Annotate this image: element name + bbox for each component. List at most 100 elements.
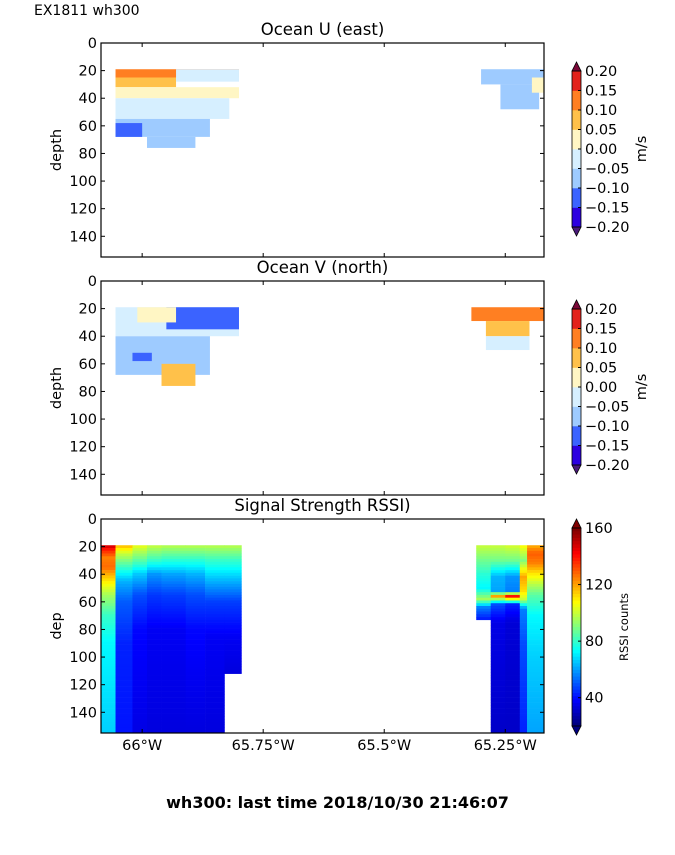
rssi-cell bbox=[101, 625, 116, 629]
colorbar-segment bbox=[572, 650, 581, 654]
rssi-cell bbox=[146, 713, 162, 717]
rssi-cell bbox=[505, 647, 521, 651]
rssi-cell bbox=[161, 603, 187, 607]
rssi-cell bbox=[490, 628, 506, 632]
rssi-cell bbox=[185, 600, 206, 604]
y-tick-label: 140 bbox=[69, 467, 97, 483]
rssi-cell bbox=[161, 727, 187, 731]
rssi-cell bbox=[505, 545, 521, 549]
colorbar-segment bbox=[572, 689, 581, 694]
rssi-cell bbox=[161, 683, 187, 687]
rssi-cell bbox=[115, 644, 133, 648]
rssi-cell bbox=[132, 666, 148, 670]
rssi-cell bbox=[161, 589, 187, 593]
rssi-cell bbox=[146, 652, 162, 656]
rssi-cell bbox=[505, 721, 521, 726]
rssi-cell bbox=[224, 617, 242, 621]
colorbar-segment bbox=[572, 71, 581, 91]
rssi-cell bbox=[146, 625, 162, 629]
rssi-cell bbox=[205, 581, 225, 585]
colorbar-tick-label: 120 bbox=[585, 578, 613, 594]
rssi-cell bbox=[527, 702, 545, 706]
rssi-cell bbox=[146, 564, 162, 568]
colorbar-segment bbox=[572, 636, 581, 641]
rssi-cell bbox=[519, 608, 528, 612]
rssi-cell bbox=[505, 705, 521, 709]
rssi-cell bbox=[205, 561, 225, 565]
colorbar-segment bbox=[572, 406, 581, 427]
rssi-cell bbox=[224, 556, 242, 560]
colorbar-segment bbox=[572, 584, 581, 588]
rssi-cell bbox=[185, 727, 206, 731]
rssi-cell bbox=[224, 592, 242, 596]
rssi-cell bbox=[132, 688, 148, 692]
rssi-cell bbox=[519, 680, 528, 684]
rssi-cell bbox=[146, 688, 162, 692]
rssi-cell bbox=[101, 561, 116, 565]
rssi-cell bbox=[115, 694, 133, 698]
rssi-cell bbox=[115, 597, 133, 601]
rssi-cell bbox=[115, 669, 133, 673]
colorbar-segment bbox=[572, 686, 581, 691]
rssi-cell bbox=[519, 708, 528, 712]
panel-u-title: Ocean U (east) bbox=[260, 20, 385, 39]
colorbar-segment bbox=[572, 577, 581, 582]
y-tick-label: 0 bbox=[88, 36, 97, 52]
rssi-cell bbox=[115, 705, 133, 709]
rssi-cell bbox=[161, 702, 187, 706]
rssi-cell bbox=[490, 663, 506, 668]
rssi-cell bbox=[519, 633, 528, 637]
rssi-cell bbox=[505, 625, 521, 629]
rssi-cell bbox=[101, 556, 116, 560]
rssi-cell bbox=[161, 686, 187, 690]
rssi-cell bbox=[101, 617, 116, 621]
rssi-cell bbox=[490, 625, 506, 629]
rssi-cell bbox=[519, 630, 528, 634]
rssi-cell bbox=[101, 652, 116, 656]
x-tick-label: 66°W bbox=[122, 738, 162, 754]
rssi-cell bbox=[519, 603, 528, 607]
rssi-cell bbox=[132, 594, 148, 598]
rssi-cell bbox=[505, 727, 521, 731]
colorbar-tick-label: 0.05 bbox=[585, 361, 617, 377]
rssi-cell bbox=[101, 564, 116, 568]
colorbar-tick-label: −0.05 bbox=[585, 400, 629, 416]
colorbar-extend-min bbox=[571, 226, 582, 237]
rssi-cell bbox=[115, 575, 133, 579]
rssi-cell bbox=[527, 570, 545, 574]
y-tick-label: 20 bbox=[79, 302, 97, 318]
rssi-cell bbox=[224, 633, 242, 637]
rssi-cell bbox=[146, 608, 162, 612]
rssi-cell bbox=[527, 644, 545, 648]
velocity-region bbox=[115, 77, 177, 88]
y-tick-label: 20 bbox=[79, 540, 97, 556]
rssi-cell bbox=[505, 570, 521, 574]
rssi-cell bbox=[224, 666, 242, 670]
rssi-cell bbox=[476, 556, 492, 560]
rssi-cell bbox=[476, 545, 492, 549]
rssi-cell bbox=[205, 589, 225, 593]
rssi-cell bbox=[161, 600, 187, 604]
rssi-cell bbox=[115, 730, 133, 734]
colorbar-segment bbox=[572, 603, 581, 608]
rssi-cell bbox=[132, 608, 148, 612]
rssi-cell bbox=[101, 547, 116, 552]
rssi-cell bbox=[519, 650, 528, 654]
rssi-cell bbox=[519, 617, 528, 621]
rssi-cell bbox=[101, 639, 116, 643]
rssi-cell bbox=[115, 600, 133, 604]
rssi-cell bbox=[161, 705, 187, 709]
rssi-cell bbox=[146, 570, 162, 574]
panel-0: 020406080100120140depth0.200.150.100.050… bbox=[49, 36, 650, 258]
rssi-cell bbox=[224, 672, 242, 674]
rssi-cell bbox=[161, 592, 187, 596]
y-tick-label: 80 bbox=[79, 146, 97, 162]
rssi-cell bbox=[490, 619, 506, 623]
rssi-cell bbox=[476, 600, 492, 604]
rssi-cell bbox=[146, 644, 162, 648]
rssi-cell bbox=[115, 680, 133, 684]
rssi-cell bbox=[505, 586, 521, 590]
rssi-cell bbox=[205, 716, 225, 720]
rssi-cell bbox=[476, 581, 492, 585]
colorbar-segment bbox=[572, 706, 581, 710]
